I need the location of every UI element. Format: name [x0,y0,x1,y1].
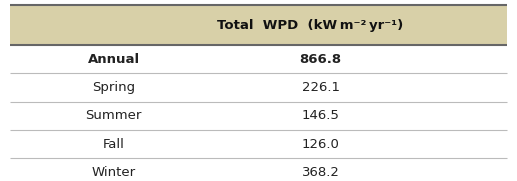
Text: Annual: Annual [88,53,140,66]
Text: 368.2: 368.2 [301,166,340,179]
Bar [10,158,507,181]
Text: Fall: Fall [103,138,125,151]
Bar [10,73,507,102]
Bar [10,45,507,73]
Text: 226.1: 226.1 [301,81,340,94]
Bar [10,5,507,45]
Bar [10,102,507,130]
Text: 126.0: 126.0 [301,138,340,151]
Bar [10,130,507,158]
Text: Spring: Spring [92,81,135,94]
Text: Winter: Winter [92,166,136,179]
Text: Summer: Summer [85,109,142,122]
Text: Total  WPD  (kW m⁻² yr⁻¹): Total WPD (kW m⁻² yr⁻¹) [217,19,403,32]
Text: 866.8: 866.8 [299,53,342,66]
Text: 146.5: 146.5 [301,109,340,122]
